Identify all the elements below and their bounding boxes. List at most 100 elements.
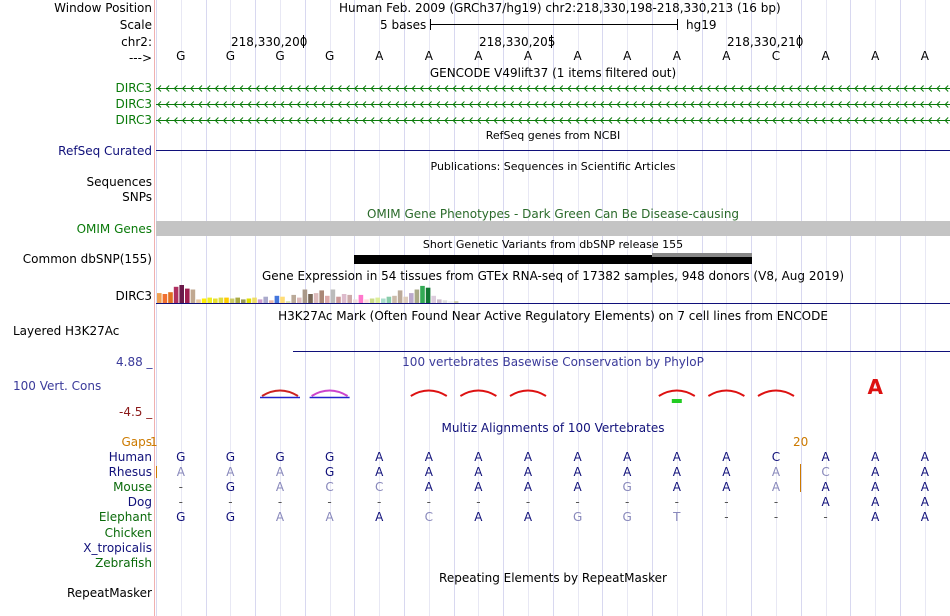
dbsnp-label[interactable]: Common dbSNP(155) xyxy=(22,252,152,266)
multiz-species-label[interactable]: Mouse xyxy=(113,480,152,495)
gtex-tissue-bar[interactable] xyxy=(213,298,218,304)
gtex-tissue-bar[interactable] xyxy=(196,299,201,303)
gtex-tissue-bar[interactable] xyxy=(448,301,453,303)
omim-gene-bar[interactable] xyxy=(156,221,950,236)
multiz-aligned-base: A xyxy=(375,510,384,525)
multiz-aligned-base: - xyxy=(773,495,779,510)
gencode-item-1[interactable]: DIRC3 xyxy=(115,81,152,95)
multiz-species-label[interactable]: Chicken xyxy=(104,525,152,540)
refseq-curated-label[interactable]: RefSeq Curated xyxy=(58,144,152,158)
gtex-tissue-bar[interactable] xyxy=(302,289,308,304)
gtex-tissue-bar[interactable] xyxy=(241,299,246,303)
gtex-tissue-bar[interactable] xyxy=(263,296,268,303)
reference-base: A xyxy=(474,49,483,63)
multiz-aligned-base: - xyxy=(327,495,332,510)
h3k27ac-track-title[interactable]: H3K27Ac Mark (Often Found Near Active Re… xyxy=(278,309,828,323)
gtex-tissue-bar[interactable] xyxy=(409,293,414,303)
gtex-tissue-bar[interactable] xyxy=(453,301,459,303)
multiz-species-label[interactable]: Human xyxy=(108,450,152,464)
gencode-transcripts[interactable] xyxy=(156,80,950,126)
gtex-tissue-bar[interactable] xyxy=(392,295,397,303)
gtex-tissue-bar[interactable] xyxy=(325,295,330,303)
publications-track-title[interactable]: Publications: Sequences in Scientific Ar… xyxy=(430,160,676,173)
gencode-item-2[interactable]: DIRC3 xyxy=(115,97,152,111)
gtex-tissue-bar[interactable] xyxy=(336,296,341,303)
gtex-tissue-bar[interactable] xyxy=(179,285,184,303)
phylop-label[interactable]: 100 Vert. Cons xyxy=(13,379,102,393)
gtex-tissue-bar[interactable] xyxy=(280,296,285,303)
gtex-gene-label[interactable]: DIRC3 xyxy=(115,289,152,303)
gtex-tissue-bar[interactable] xyxy=(414,289,420,304)
reference-base: A xyxy=(821,49,830,63)
omim-track-title[interactable]: OMIM Gene Phenotypes - Dark Green Can Be… xyxy=(366,207,740,221)
gtex-tissue-bar[interactable] xyxy=(341,294,347,303)
gtex-tissue-bar[interactable] xyxy=(291,294,296,303)
multiz-track-title[interactable]: Multiz Alignments of 100 Vertebrates xyxy=(441,421,665,435)
refseq-gene-line[interactable] xyxy=(156,150,950,151)
gtex-tissue-bar[interactable] xyxy=(274,295,280,303)
gtex-tissue-bar[interactable] xyxy=(168,292,173,303)
gtex-tissue-bar[interactable] xyxy=(437,299,442,303)
gtex-tissue-bar[interactable] xyxy=(207,297,212,303)
gtex-tissue-bar[interactable] xyxy=(252,297,257,303)
gtex-tissue-bar[interactable] xyxy=(442,300,448,303)
gtex-tissue-bar[interactable] xyxy=(313,293,319,303)
gtex-tissue-bar[interactable] xyxy=(369,298,375,304)
h3k27ac-label[interactable]: Layered H3K27Ac xyxy=(13,324,120,338)
refseq-track-title[interactable]: RefSeq genes from NCBI xyxy=(485,129,621,142)
gtex-tissue-bar[interactable] xyxy=(364,299,369,303)
gtex-tissue-bar[interactable] xyxy=(173,286,179,303)
phylop-track-title[interactable]: 100 vertebrates Basewise Conservation by… xyxy=(402,355,704,369)
multiz-species-label[interactable]: Rhesus xyxy=(108,465,152,480)
gtex-tissue-bar[interactable] xyxy=(218,297,224,303)
multiz-aligned-base: A xyxy=(871,495,880,510)
repeatmasker-track-title[interactable]: Repeating Elements by RepeatMasker xyxy=(439,571,667,585)
gtex-tissue-bar[interactable] xyxy=(229,298,235,304)
gtex-tissue-bar[interactable] xyxy=(358,294,364,303)
gtex-expression-chart[interactable] xyxy=(156,283,950,305)
publications-snps-label[interactable]: SNPs xyxy=(122,190,152,204)
gtex-tissue-bar[interactable] xyxy=(162,294,168,303)
gtex-tissue-bar[interactable] xyxy=(246,298,252,304)
multiz-species-label[interactable]: Zebrafish xyxy=(95,555,152,570)
gtex-tissue-bar[interactable] xyxy=(308,294,313,303)
gtex-tissue-bar[interactable] xyxy=(319,290,324,303)
multiz-species-label[interactable]: X_tropicalis xyxy=(83,540,152,555)
gtex-tissue-bar[interactable] xyxy=(347,294,352,303)
reference-base: A xyxy=(920,49,929,63)
gtex-tissue-bar[interactable] xyxy=(397,290,403,303)
gtex-tissue-bar[interactable] xyxy=(386,296,392,303)
gtex-tissue-bar[interactable] xyxy=(420,285,425,303)
omim-genes-label[interactable]: OMIM Genes xyxy=(76,222,152,236)
gencode-track-title[interactable]: GENCODE V49lift37 (1 items filtered out) xyxy=(429,66,677,80)
gtex-tissue-bar[interactable] xyxy=(403,296,408,303)
gtex-tissue-bar[interactable] xyxy=(269,300,274,303)
gtex-tissue-bar[interactable] xyxy=(224,297,229,303)
gtex-tissue-bar[interactable] xyxy=(285,301,291,303)
gtex-tissue-bar[interactable] xyxy=(235,297,240,303)
dbsnp-track-title[interactable]: Short Genetic Variants from dbSNP releas… xyxy=(422,238,684,251)
gtex-tissue-bar[interactable] xyxy=(431,295,436,303)
publications-sequences-label[interactable]: Sequences xyxy=(86,175,152,189)
multiz-species-label[interactable]: Dog xyxy=(127,495,152,510)
multiz-aligned-base: A xyxy=(474,510,483,525)
repeatmasker-label[interactable]: RepeatMasker xyxy=(66,586,152,600)
gtex-tissue-bar[interactable] xyxy=(353,299,358,303)
gencode-item-3[interactable]: DIRC3 xyxy=(115,113,152,127)
gtex-tissue-bar[interactable] xyxy=(381,298,386,304)
gtex-tissue-bar[interactable] xyxy=(375,297,380,303)
gtex-tissue-bar[interactable] xyxy=(190,289,196,304)
gtex-tissue-bar[interactable] xyxy=(297,297,302,303)
multiz-species-label[interactable]: Elephant xyxy=(98,510,152,525)
gtex-track-title[interactable]: Gene Expression in 54 tissues from GTEx … xyxy=(261,269,845,283)
multiz-aligned-base: A xyxy=(375,450,384,464)
dbsnp-variant-bar[interactable] xyxy=(354,255,752,264)
gtex-tissue-bar[interactable] xyxy=(185,288,190,303)
gtex-tissue-bar[interactable] xyxy=(157,293,162,303)
gtex-tissue-bar[interactable] xyxy=(257,299,263,303)
gtex-tissue-bar[interactable] xyxy=(330,289,336,304)
scale-bar-tick-right xyxy=(677,19,678,30)
gtex-tissue-bar[interactable] xyxy=(201,298,207,304)
phylop-conservation-plot[interactable]: A xyxy=(156,370,950,410)
gtex-tissue-bar[interactable] xyxy=(425,287,431,303)
